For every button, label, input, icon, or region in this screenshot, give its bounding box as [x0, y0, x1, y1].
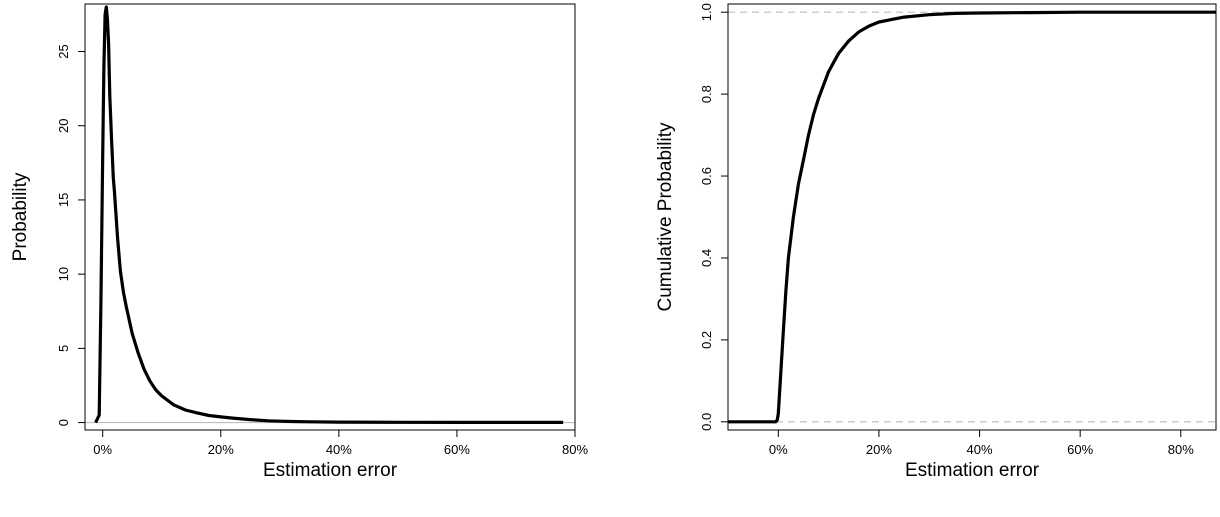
panel2-y-axis-label: Cumulative Probability: [655, 122, 676, 312]
panel1-series-line-0: [94, 5, 564, 424]
panel2-x-tick-label-2: 40%: [967, 442, 993, 457]
panel1-x-tick-label-3: 60%: [444, 442, 470, 457]
panel1-y-tick-label-5: 25: [56, 44, 71, 58]
panel2-x-tick-label-4: 80%: [1168, 442, 1194, 457]
panel1-x-tick-label-2: 40%: [326, 442, 352, 457]
panel1-y-tick-label-3: 15: [56, 193, 71, 207]
panel2-y-tick-label-4: 0.8: [699, 85, 714, 103]
panel2-y-tick-label-2: 0.4: [699, 249, 714, 267]
panel2-x-tick-label-1: 20%: [866, 442, 892, 457]
panel2-y-tick-label-5: 1.0: [699, 3, 714, 21]
panel1-x-tick-label-4: 80%: [562, 442, 588, 457]
panel1-y-tick-label-0: 0: [56, 419, 71, 426]
panel1-plot-frame: [84, 3, 576, 431]
panel2-series-line-0: [728, 10, 1216, 424]
panel2-x-axis-label: Estimation error: [905, 460, 1040, 481]
panel1-y-tick-label-2: 10: [56, 267, 71, 281]
panel2-x-tick-label-0: 0%: [769, 442, 788, 457]
panel2-plot-frame: [727, 3, 1217, 431]
panel1-y-tick-label-4: 20: [56, 118, 71, 132]
panel2-y-tick-label-0: 0.0: [699, 413, 714, 431]
panel1-x-tick-label-1: 20%: [208, 442, 234, 457]
panel2-y-tick-label-3: 0.6: [699, 167, 714, 185]
panel1-y-axis-label: Probability: [10, 172, 31, 261]
panel1-y-tick-label-1: 5: [56, 345, 71, 352]
panel1-x-tick-label-0: 0%: [93, 442, 112, 457]
panel1-x-axis-label: Estimation error: [263, 460, 398, 481]
panel2-x-tick-label-3: 60%: [1067, 442, 1093, 457]
panel2-y-tick-label-1: 0.2: [699, 331, 714, 349]
